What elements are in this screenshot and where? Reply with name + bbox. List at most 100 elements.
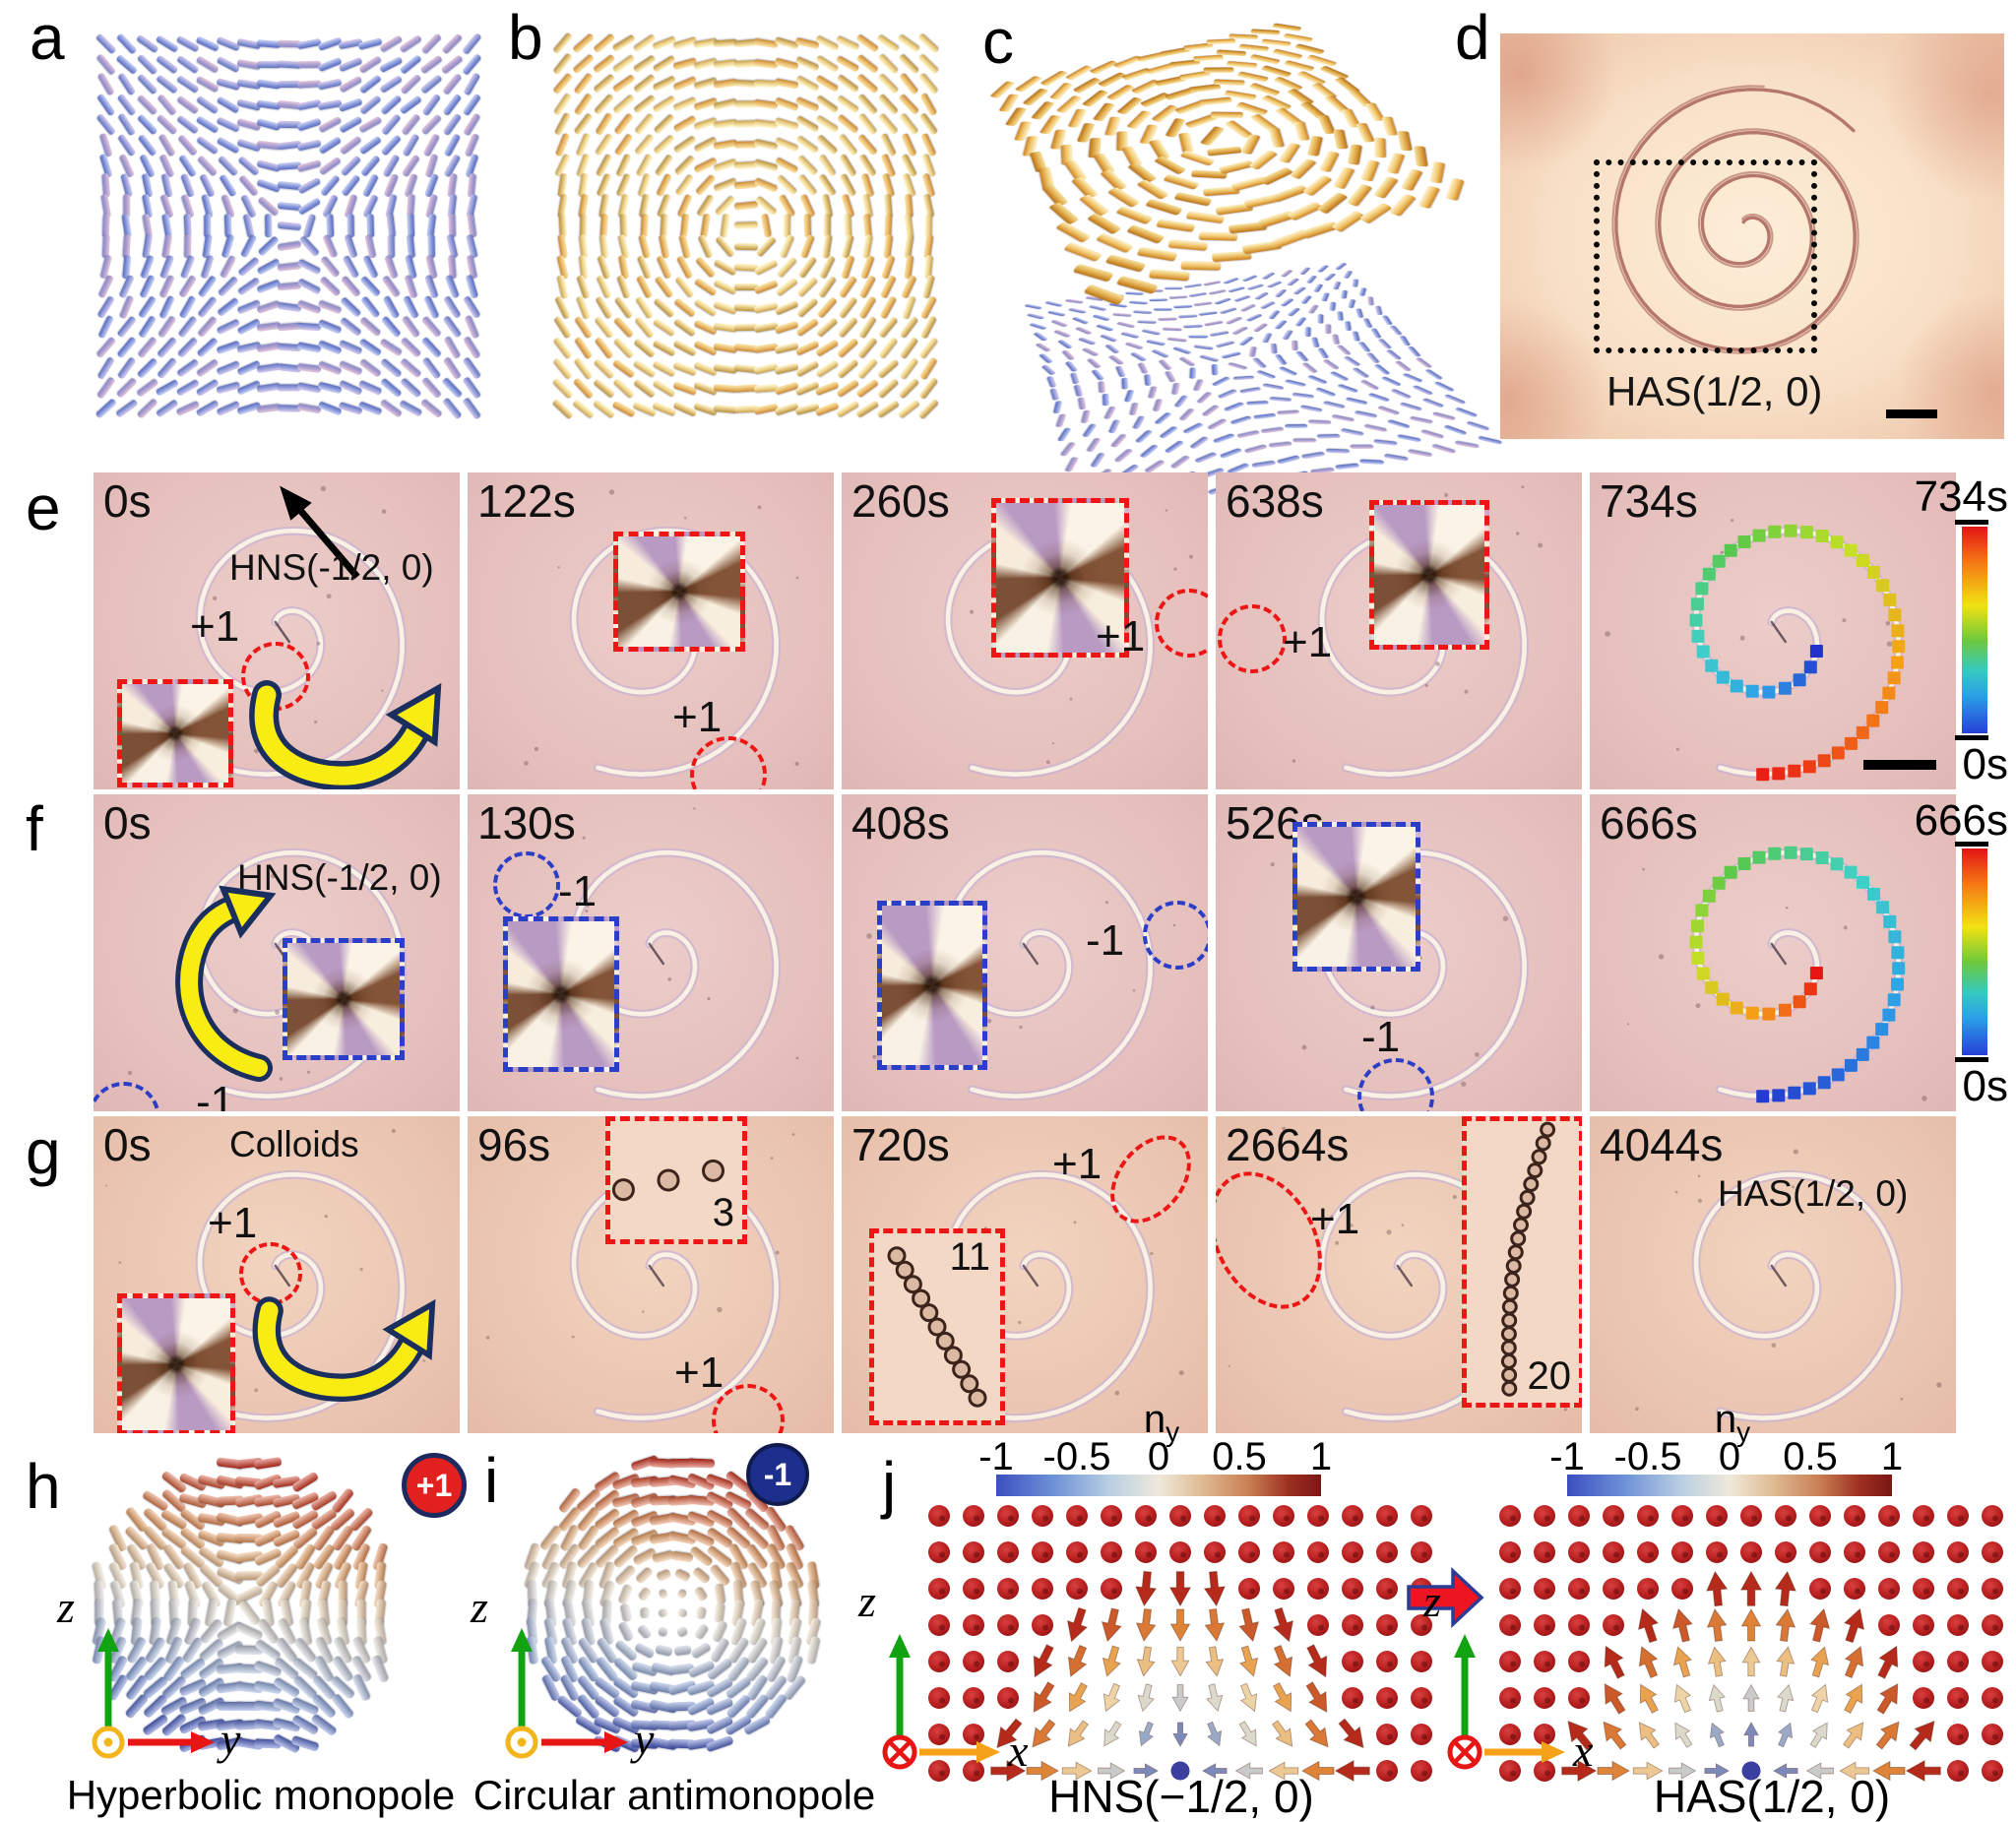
out-of-plane-dot [1238,1505,1260,1527]
rod [1236,430,1260,438]
rod [613,337,634,358]
rod [858,154,876,177]
rod [1083,423,1098,437]
rod [774,118,798,131]
rod [96,33,118,55]
rod [795,136,818,155]
colloid-bead [659,1170,678,1190]
out-of-plane-dot [1376,1651,1398,1672]
rod [1466,421,1489,431]
rod [656,154,674,176]
rod [197,136,220,155]
rod [1138,362,1149,374]
out-of-plane-dot [1844,1541,1865,1563]
rod [1136,247,1177,262]
out-of-plane-dot [1947,1505,1969,1527]
rod [836,379,859,398]
rod [1299,405,1322,412]
colorbar-min-label: 0s [1860,1062,2008,1111]
rod [402,133,419,157]
rod [1307,304,1318,313]
rod [97,295,115,319]
colloid-bead [1518,1205,1531,1218]
rod [339,318,361,338]
rod [1078,337,1097,345]
rod [575,337,594,360]
micrograph-has: HAS(1/2, 0) [1500,33,2004,439]
rod [1251,357,1266,368]
rod [653,379,676,397]
rod [597,275,612,299]
rod [574,113,594,136]
rod [1365,352,1379,363]
trajectory-marker [1794,995,1806,1008]
colloid-bead [1503,1368,1516,1381]
rod [1390,389,1412,400]
out-of-plane-dot [1671,1505,1693,1527]
out-of-plane-dot [1913,1541,1934,1563]
rod [138,316,157,340]
rod [381,276,400,298]
rod [1228,286,1245,292]
rod [217,117,241,133]
rod [815,381,840,396]
colloid-inset: 11 [869,1228,1005,1425]
time-colorbar [1962,848,1987,1055]
out-of-plane-dot [1499,1505,1521,1527]
defect-inset [1369,500,1489,650]
rod [1115,276,1158,294]
director-arrow [1098,1719,1125,1750]
rod [1306,375,1327,385]
frame-g4: 2664s +1 20 [1216,1116,1582,1433]
trajectory-marker [1857,876,1869,889]
rod [1082,410,1091,423]
out-of-plane-dot [1376,1687,1398,1709]
rod [1045,301,1064,307]
rod [691,1566,711,1585]
rod [463,93,481,115]
rod [857,134,878,156]
panel-caption: Hyperbolic monopole [59,1772,463,1819]
rod [613,378,635,399]
rod [1334,263,1346,271]
colorbar-tick [1955,842,1988,847]
rod [1053,330,1071,338]
frame-time: 0s [103,796,152,849]
rod [857,337,877,359]
rod [694,1586,709,1602]
rod [595,337,614,359]
rod [1193,55,1224,62]
rod [1220,448,1243,459]
rod [1146,340,1166,346]
trajectory-marker [1857,1048,1869,1061]
out-of-plane-dot [1307,1505,1329,1527]
rod [899,356,917,379]
rod [1333,130,1348,150]
rod [318,320,343,335]
charge-label: +1 [674,1349,724,1398]
director-arrow [1170,1572,1191,1606]
director-arrow [1905,1715,1942,1754]
rod [98,315,114,339]
out-of-plane-dot [1411,1724,1432,1745]
rod [419,54,442,73]
rod [1401,168,1423,191]
defect-inset [117,1293,235,1433]
rod [696,1605,707,1618]
director-field-a [96,33,482,425]
rod [237,257,260,277]
rod [420,337,441,358]
rod [136,34,158,53]
rod [440,54,463,74]
rod [1166,370,1177,382]
rod [380,94,402,115]
rod [1233,295,1251,302]
rod [156,34,179,52]
frame-time: 4044s [1600,1118,1723,1171]
rod [1414,146,1427,166]
panel-letter-a: a [30,6,65,69]
rod [358,402,383,416]
director-arrow [1596,1716,1630,1752]
rod [674,155,696,176]
rod [95,399,117,419]
